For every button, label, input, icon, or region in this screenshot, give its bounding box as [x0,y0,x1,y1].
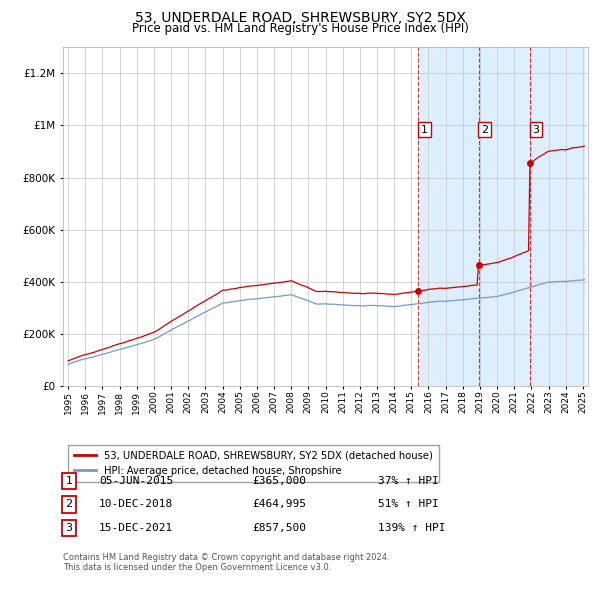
Text: 10-DEC-2018: 10-DEC-2018 [99,500,173,509]
Text: £857,500: £857,500 [252,523,306,533]
Text: 51% ↑ HPI: 51% ↑ HPI [378,500,439,509]
Text: 3: 3 [65,523,73,533]
Text: 3: 3 [533,124,539,135]
Text: 1: 1 [421,124,428,135]
Legend: 53, UNDERDALE ROAD, SHREWSBURY, SY2 5DX (detached house), HPI: Average price, de: 53, UNDERDALE ROAD, SHREWSBURY, SY2 5DX … [68,444,439,481]
Text: 37% ↑ HPI: 37% ↑ HPI [378,476,439,486]
Bar [420,47,584,386]
Text: £365,000: £365,000 [252,476,306,486]
Text: £464,995: £464,995 [252,500,306,509]
Text: 2: 2 [65,500,73,509]
Text: 2: 2 [481,124,488,135]
Text: 53, UNDERDALE ROAD, SHREWSBURY, SY2 5DX: 53, UNDERDALE ROAD, SHREWSBURY, SY2 5DX [134,11,466,25]
Text: This data is licensed under the Open Government Licence v3.0.: This data is licensed under the Open Gov… [63,563,331,572]
Text: 139% ↑ HPI: 139% ↑ HPI [378,523,445,533]
Text: Contains HM Land Registry data © Crown copyright and database right 2024.: Contains HM Land Registry data © Crown c… [63,553,389,562]
Text: Price paid vs. HM Land Registry's House Price Index (HPI): Price paid vs. HM Land Registry's House … [131,22,469,35]
Text: 1: 1 [65,476,73,486]
Text: 15-DEC-2021: 15-DEC-2021 [99,523,173,533]
Text: 05-JUN-2015: 05-JUN-2015 [99,476,173,486]
